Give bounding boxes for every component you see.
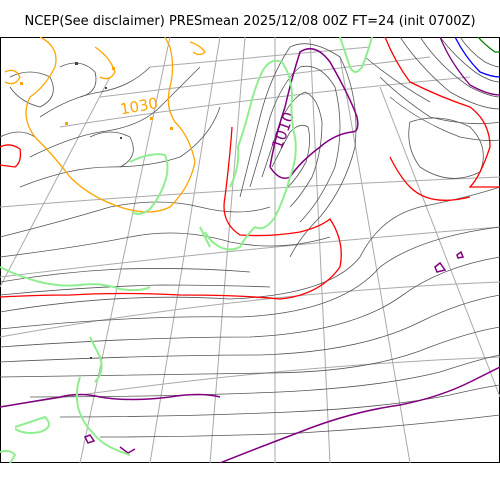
pressure-map: 1030 1010 — [0, 37, 500, 463]
contour-1020 — [0, 37, 500, 300]
orange-speckles — [20, 67, 173, 130]
contour-1010 — [0, 47, 500, 463]
coastline — [0, 37, 373, 463]
contour-1030 — [4, 37, 206, 213]
chart-title: NCEP(See disclaimer) PRESmean 2025/12/08… — [24, 14, 476, 29]
contour-high-pressure-rings — [439, 37, 500, 96]
black-speckles — [75, 62, 122, 359]
